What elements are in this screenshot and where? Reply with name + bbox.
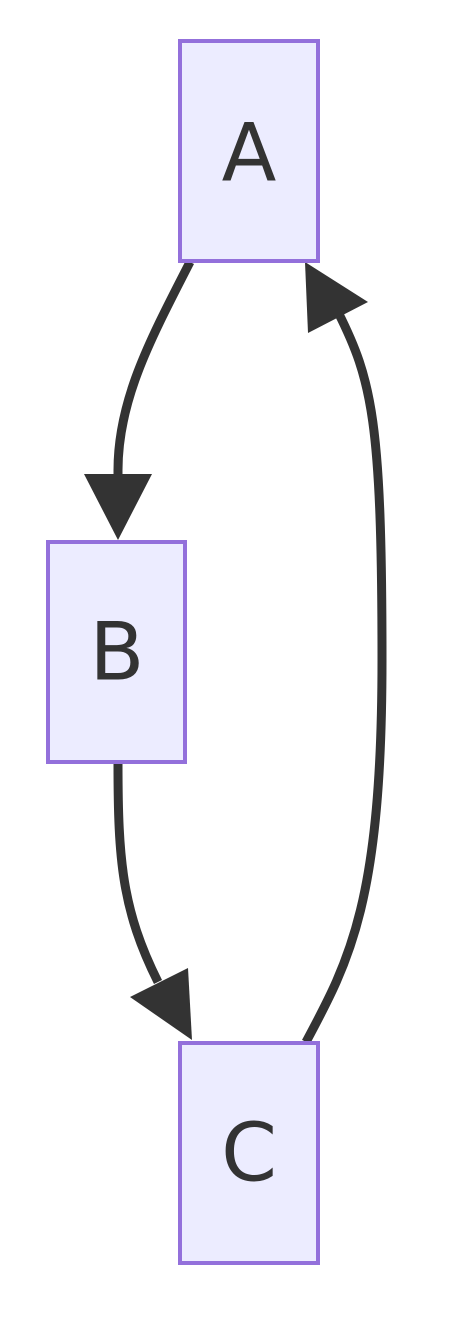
edge-a-to-b: [84, 259, 195, 540]
edge-c-to-a: [302, 262, 387, 1045]
edge-a-to-b-arrowhead: [84, 474, 152, 540]
node-a[interactable]: A: [178, 39, 320, 263]
node-b[interactable]: B: [46, 540, 187, 764]
edge-b-to-c-arrowhead: [130, 968, 192, 1040]
node-c-label: C: [221, 1107, 277, 1200]
edge-b-to-c-line: [113, 762, 163, 985]
edge-c-to-a-line: [302, 309, 387, 1045]
edge-a-to-b-line: [113, 259, 195, 478]
node-b-label: B: [90, 606, 145, 699]
edge-b-to-c: [113, 762, 192, 1040]
node-c-box: [178, 1041, 320, 1265]
node-b-box: [46, 540, 187, 764]
node-a-label: A: [222, 107, 277, 200]
edge-c-to-a-arrowhead: [305, 262, 368, 333]
node-a-box: [178, 39, 320, 263]
node-c[interactable]: C: [178, 1041, 320, 1265]
